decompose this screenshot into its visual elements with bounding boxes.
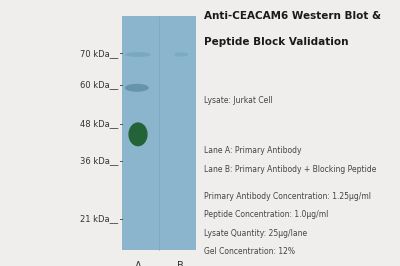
Text: B: B bbox=[177, 261, 183, 266]
Text: Anti-CEACAM6 Western Blot &: Anti-CEACAM6 Western Blot & bbox=[204, 11, 381, 21]
Text: Lane A: Primary Antibody: Lane A: Primary Antibody bbox=[204, 146, 302, 155]
Bar bbox=[122, 16, 196, 250]
Text: 36 kDa__: 36 kDa__ bbox=[80, 156, 118, 165]
Ellipse shape bbox=[128, 122, 148, 146]
Text: 48 kDa__: 48 kDa__ bbox=[80, 119, 118, 128]
Text: Primary Antibody Concentration: 1.25μg/ml: Primary Antibody Concentration: 1.25μg/m… bbox=[204, 192, 371, 201]
Text: Lysate Quantity: 25μg/lane: Lysate Quantity: 25μg/lane bbox=[204, 229, 307, 238]
Text: Gel Concentration: 12%: Gel Concentration: 12% bbox=[204, 247, 295, 256]
Text: Lane B: Primary Antibody + Blocking Peptide: Lane B: Primary Antibody + Blocking Pept… bbox=[204, 165, 376, 174]
Text: Lysate: Jurkat Cell: Lysate: Jurkat Cell bbox=[204, 96, 273, 105]
Text: 60 kDa__: 60 kDa__ bbox=[80, 81, 118, 90]
Ellipse shape bbox=[125, 52, 151, 57]
Ellipse shape bbox=[125, 84, 149, 92]
Text: Peptide Concentration: 1.0μg/ml: Peptide Concentration: 1.0μg/ml bbox=[204, 210, 328, 219]
Text: 70 kDa__: 70 kDa__ bbox=[80, 49, 118, 58]
Text: A: A bbox=[135, 261, 141, 266]
Text: 21 kDa__: 21 kDa__ bbox=[80, 214, 118, 223]
Text: Peptide Block Validation: Peptide Block Validation bbox=[204, 37, 348, 47]
Ellipse shape bbox=[174, 52, 188, 57]
